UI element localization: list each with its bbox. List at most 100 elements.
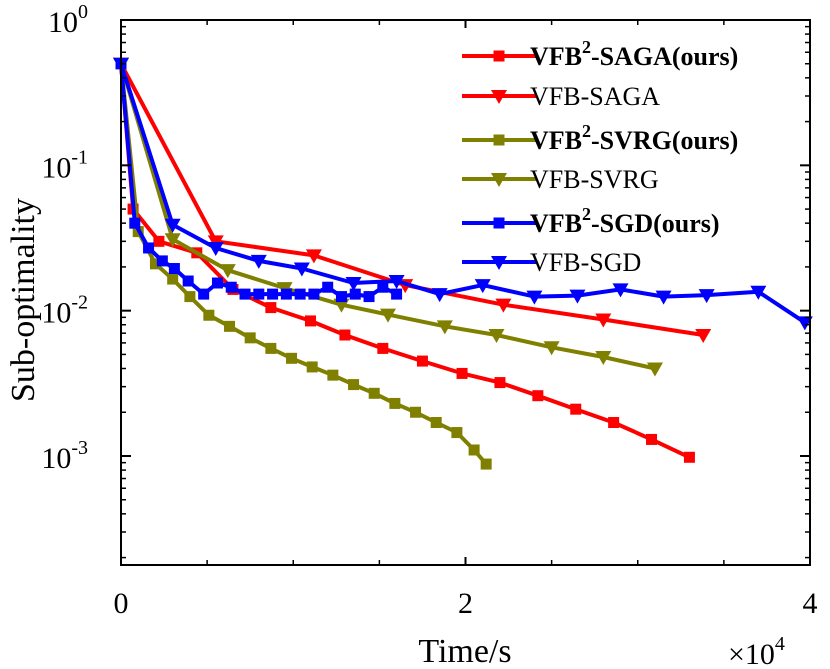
data-point <box>695 329 712 344</box>
data-point <box>388 275 405 290</box>
legend-label-main: VFB-SGD <box>530 248 641 277</box>
data-point <box>363 291 375 303</box>
legend-marker <box>491 173 507 187</box>
data-point <box>349 288 361 300</box>
data-point <box>348 379 360 391</box>
data-point <box>391 288 403 300</box>
data-point <box>327 369 339 381</box>
legend-marker <box>491 90 507 104</box>
legend-entry: VFB-SVRG <box>462 165 659 194</box>
legend-label-main: VFB <box>530 209 582 238</box>
data-point <box>280 288 292 300</box>
data-point <box>389 397 401 409</box>
data-point <box>569 289 586 304</box>
legend-entry: VFB2-SVRG(ours) <box>462 121 738 155</box>
data-point <box>286 352 298 364</box>
legend-entry: VFB-SGD <box>462 248 641 277</box>
data-point <box>377 281 389 293</box>
data-point <box>265 302 277 314</box>
data-point <box>410 406 422 418</box>
data-point <box>646 433 658 445</box>
y-tick-exponent: 0 <box>78 1 88 23</box>
y-tick-label: 10-1 <box>41 146 88 184</box>
legend-label: VFB2-SGD(ours) <box>530 204 720 238</box>
data-point <box>683 451 695 463</box>
data-point <box>304 315 316 327</box>
data-point <box>224 320 236 332</box>
data-point <box>339 329 351 341</box>
data-point <box>379 308 396 323</box>
data-point <box>570 403 582 415</box>
data-point <box>335 291 347 303</box>
legend-label: VFB2-SVRG(ours) <box>530 121 738 155</box>
data-point <box>129 217 141 229</box>
y-tick-label: 100 <box>48 1 88 39</box>
legend-marker <box>493 50 505 62</box>
data-point <box>225 281 237 293</box>
data-point <box>456 367 468 379</box>
data-point <box>345 277 362 292</box>
legend-label-main: VFB <box>530 42 582 71</box>
data-point <box>253 288 265 300</box>
legend-label-sup: 2 <box>582 204 591 224</box>
legend-label: VFB-SVRG <box>530 165 659 194</box>
series-layer <box>113 57 813 470</box>
data-point <box>480 458 492 470</box>
y-axis-label: Sub-optimality <box>5 198 42 402</box>
x-scale-exponent: 4 <box>775 633 785 655</box>
y-tick-base: 10 <box>41 297 71 330</box>
y-tick-exponent: -1 <box>71 146 88 168</box>
y-tick-exponent: -3 <box>71 437 88 459</box>
data-point <box>250 254 267 269</box>
data-point <box>308 288 320 300</box>
data-point <box>149 258 161 270</box>
data-point <box>416 355 428 367</box>
legend-label-rest: -SVRG(ours) <box>591 126 738 155</box>
data-point <box>333 298 350 313</box>
data-point <box>526 290 543 305</box>
data-point <box>198 288 210 300</box>
y-tick-base: 10 <box>48 6 78 39</box>
data-point <box>167 273 179 285</box>
data-point <box>698 289 715 304</box>
legend-label-main: VFB-SVRG <box>530 165 659 194</box>
x-scale-base: ×10 <box>728 638 775 669</box>
series-3 <box>115 58 492 470</box>
data-point <box>543 341 560 356</box>
data-point <box>211 277 223 289</box>
data-point <box>608 417 620 429</box>
data-point <box>267 288 279 300</box>
x-tick-label: 0 <box>114 587 129 620</box>
data-point <box>306 361 318 373</box>
legend-label-sup: 2 <box>582 121 591 141</box>
y-tick-exponent: -2 <box>71 292 88 314</box>
data-point <box>474 279 491 294</box>
data-point <box>430 417 442 429</box>
data-point <box>646 362 663 377</box>
data-point <box>207 241 224 256</box>
data-point <box>219 264 236 279</box>
data-point <box>153 235 165 247</box>
data-point <box>595 350 612 365</box>
data-point <box>595 313 612 328</box>
data-point <box>294 288 306 300</box>
legend: VFB2-SAGA(ours)VFB-SAGAVFB2-SVRG(ours)VF… <box>462 37 738 277</box>
data-point <box>488 329 505 344</box>
legend-label: VFB2-SAGA(ours) <box>530 37 738 71</box>
series-5 <box>115 58 403 303</box>
x-axis-label: Time/s <box>418 633 511 669</box>
data-point <box>377 342 389 354</box>
legend-label-main: VFB-SAGA <box>530 82 660 111</box>
legend-entry: VFB-SAGA <box>462 82 660 111</box>
data-point <box>368 387 380 399</box>
legend-label-sup: 2 <box>582 37 591 57</box>
series-line <box>119 63 806 325</box>
legend-label: VFB-SAGA <box>530 82 660 111</box>
y-tick-label: 10-2 <box>41 292 88 330</box>
data-point <box>143 242 155 254</box>
data-point <box>203 309 215 321</box>
data-point <box>184 291 196 303</box>
data-point <box>182 275 194 287</box>
legend-entry: VFB2-SAGA(ours) <box>462 37 738 71</box>
